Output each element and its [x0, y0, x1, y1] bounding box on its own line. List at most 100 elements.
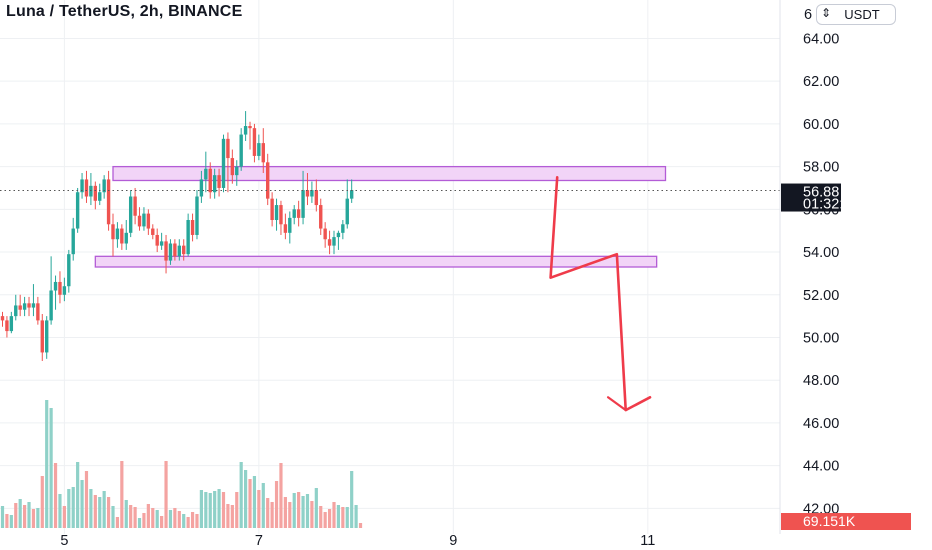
candle-body: [279, 205, 283, 225]
candle-body: [243, 126, 248, 135]
candle-body: [27, 303, 31, 308]
volume-bar: [129, 505, 133, 528]
volume-bar: [279, 463, 283, 528]
volume-tag-value: 69.151K: [803, 513, 856, 529]
candle-body: [190, 220, 195, 235]
candle-body: [182, 245, 186, 255]
range-rectangles[interactable]: [94, 165, 667, 268]
volume-bar: [239, 462, 243, 528]
candle-body: [257, 143, 261, 156]
volume-bar: [27, 502, 31, 528]
candle-body: [115, 228, 120, 240]
price-axis[interactable]: 64.0062.0060.0058.0056.0054.0052.0050.00…: [803, 31, 839, 517]
projection-arrow[interactable]: [549, 175, 652, 412]
candle-body: [296, 209, 301, 218]
candle-body: [266, 162, 270, 199]
volume-bar: [226, 504, 230, 528]
volume-bar: [80, 480, 84, 528]
price-tick-label: 44.00: [803, 459, 839, 475]
volume-bar: [5, 514, 9, 528]
candle-body: [230, 158, 235, 176]
candle-body: [31, 303, 36, 308]
time-tick-label: 11: [640, 533, 655, 549]
candle-body: [248, 126, 252, 129]
candle-body: [341, 224, 345, 233]
candle-body: [22, 303, 27, 310]
volume-bar: [354, 505, 358, 528]
price-tick-label: 64.00: [803, 31, 839, 47]
volume-bar: [310, 501, 314, 528]
volume-bar: [288, 502, 292, 528]
range-rectangle: [112, 165, 667, 182]
candle-body: [155, 234, 159, 246]
candle-body: [9, 316, 14, 332]
candle-body: [102, 179, 106, 193]
volume-bar: [323, 512, 327, 528]
volume-bars: [0, 400, 363, 528]
candle-body: [310, 190, 314, 197]
candle-body: [332, 237, 336, 246]
volume-bar: [283, 497, 287, 528]
volume-bar: [190, 512, 195, 528]
volume-bar: [314, 488, 318, 528]
candle-body: [93, 185, 98, 201]
volume-bar: [31, 509, 36, 528]
candle-body: [106, 179, 111, 225]
candle-body: [221, 138, 226, 188]
candle-body: [98, 192, 102, 201]
candle-body: [226, 138, 230, 159]
price-tick-label: 54.00: [803, 245, 839, 261]
candle-body: [142, 213, 146, 227]
volume-bar: [217, 489, 221, 528]
volume-bar: [261, 483, 265, 528]
candle-body: [5, 320, 9, 332]
volume-bar: [14, 503, 18, 528]
volume-bar: [297, 492, 301, 528]
quote-currency-label: USDT: [844, 7, 880, 22]
candle-body: [177, 245, 181, 257]
projection-path: [549, 175, 652, 412]
candle-body: [164, 241, 168, 261]
volume-bar: [160, 516, 164, 528]
candle-body: [217, 175, 221, 188]
volume-bar: [93, 495, 97, 528]
candle-body: [288, 217, 292, 233]
volume-bar: [327, 509, 332, 528]
volume-bar: [0, 506, 5, 528]
volume-bar: [332, 502, 336, 528]
candle-body: [111, 224, 115, 240]
time-axis[interactable]: 5 7 9 11: [60, 533, 655, 549]
candle-body: [40, 320, 44, 353]
volume-bar: [336, 505, 341, 528]
volume-bar: [133, 507, 137, 528]
volume-tag: [781, 513, 911, 530]
price-candles: [0, 111, 354, 361]
volume-bar: [151, 508, 155, 528]
price-axis-labels: 6 56.88 01:32:48 69.151K: [781, 7, 911, 530]
volume-bar: [84, 471, 89, 528]
quote-currency-button[interactable]: USDT: [816, 4, 896, 25]
volume-bar: [36, 508, 40, 528]
time-tick-label: 5: [60, 533, 68, 549]
candle-body: [71, 228, 75, 255]
volume-bar: [89, 489, 93, 528]
candle-body: [292, 209, 296, 218]
candle-body: [45, 320, 49, 353]
volume-bar: [164, 461, 168, 528]
volume-bar: [58, 494, 62, 528]
volume-bar: [173, 508, 177, 528]
candle-body: [314, 190, 319, 206]
volume-bar: [252, 476, 257, 528]
candle-body: [84, 179, 89, 197]
candle-body: [199, 179, 204, 197]
candle-body: [151, 228, 155, 235]
volume-bar: [40, 476, 44, 528]
time-tick-label: 9: [449, 533, 457, 549]
volume-bar: [319, 506, 323, 528]
volume-bar: [67, 489, 71, 528]
volume-bar: [208, 493, 212, 528]
candle-body: [173, 243, 177, 257]
candle-body: [349, 190, 354, 199]
volume-bar: [221, 492, 226, 528]
